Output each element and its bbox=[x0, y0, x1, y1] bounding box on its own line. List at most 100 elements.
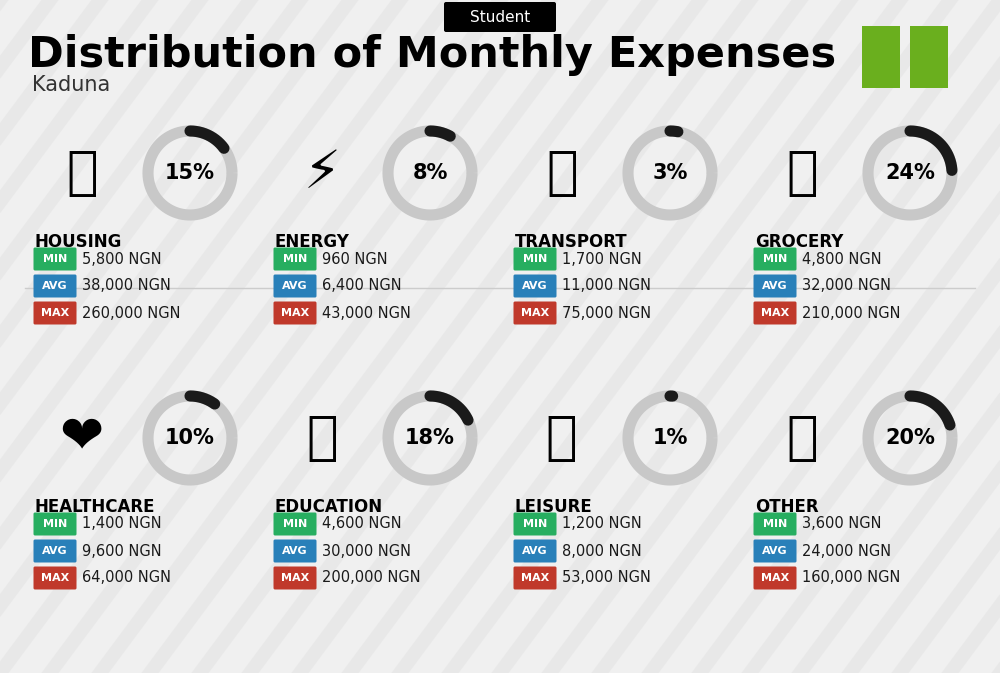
Text: 43,000 NGN: 43,000 NGN bbox=[322, 306, 411, 320]
Text: 24,000 NGN: 24,000 NGN bbox=[802, 544, 891, 559]
FancyBboxPatch shape bbox=[34, 567, 76, 590]
Text: AVG: AVG bbox=[762, 281, 788, 291]
Text: 🛍️: 🛍️ bbox=[546, 412, 578, 464]
Text: ENERGY: ENERGY bbox=[275, 233, 350, 251]
Text: MIN: MIN bbox=[283, 519, 307, 529]
FancyBboxPatch shape bbox=[754, 275, 796, 297]
Text: LEISURE: LEISURE bbox=[515, 498, 593, 516]
Text: ❤️: ❤️ bbox=[60, 412, 104, 464]
FancyBboxPatch shape bbox=[34, 513, 76, 536]
Text: 38,000 NGN: 38,000 NGN bbox=[82, 279, 171, 293]
Text: 20%: 20% bbox=[885, 428, 935, 448]
Text: 3%: 3% bbox=[652, 163, 688, 183]
FancyBboxPatch shape bbox=[754, 302, 796, 324]
Text: 5,800 NGN: 5,800 NGN bbox=[82, 252, 162, 267]
Text: 18%: 18% bbox=[405, 428, 455, 448]
FancyBboxPatch shape bbox=[274, 302, 316, 324]
FancyBboxPatch shape bbox=[514, 540, 556, 563]
Text: 🛒: 🛒 bbox=[786, 147, 818, 199]
Text: Kaduna: Kaduna bbox=[32, 75, 110, 95]
Text: EDUCATION: EDUCATION bbox=[275, 498, 383, 516]
Text: 160,000 NGN: 160,000 NGN bbox=[802, 571, 900, 586]
Text: 4,800 NGN: 4,800 NGN bbox=[802, 252, 882, 267]
FancyBboxPatch shape bbox=[274, 248, 316, 271]
Text: Student: Student bbox=[470, 9, 530, 24]
FancyBboxPatch shape bbox=[754, 248, 796, 271]
Text: 960 NGN: 960 NGN bbox=[322, 252, 388, 267]
FancyBboxPatch shape bbox=[514, 302, 556, 324]
FancyBboxPatch shape bbox=[514, 513, 556, 536]
FancyBboxPatch shape bbox=[754, 513, 796, 536]
Text: 6,400 NGN: 6,400 NGN bbox=[322, 279, 402, 293]
Text: 1,700 NGN: 1,700 NGN bbox=[562, 252, 642, 267]
Text: AVG: AVG bbox=[282, 281, 308, 291]
Text: MAX: MAX bbox=[521, 573, 549, 583]
Text: TRANSPORT: TRANSPORT bbox=[515, 233, 628, 251]
FancyBboxPatch shape bbox=[274, 567, 316, 590]
Text: 1%: 1% bbox=[652, 428, 688, 448]
Text: AVG: AVG bbox=[282, 546, 308, 556]
Text: 75,000 NGN: 75,000 NGN bbox=[562, 306, 651, 320]
Text: MIN: MIN bbox=[763, 254, 787, 264]
Text: MAX: MAX bbox=[521, 308, 549, 318]
Text: MIN: MIN bbox=[283, 254, 307, 264]
Text: 30,000 NGN: 30,000 NGN bbox=[322, 544, 411, 559]
Text: 64,000 NGN: 64,000 NGN bbox=[82, 571, 171, 586]
Text: 53,000 NGN: 53,000 NGN bbox=[562, 571, 651, 586]
FancyBboxPatch shape bbox=[274, 540, 316, 563]
Text: AVG: AVG bbox=[762, 546, 788, 556]
Text: AVG: AVG bbox=[42, 546, 68, 556]
Text: HEALTHCARE: HEALTHCARE bbox=[35, 498, 156, 516]
Text: GROCERY: GROCERY bbox=[755, 233, 843, 251]
Text: MAX: MAX bbox=[41, 573, 69, 583]
FancyBboxPatch shape bbox=[34, 302, 76, 324]
FancyBboxPatch shape bbox=[34, 275, 76, 297]
Text: AVG: AVG bbox=[522, 546, 548, 556]
Text: 3,600 NGN: 3,600 NGN bbox=[802, 516, 882, 532]
Text: MAX: MAX bbox=[761, 308, 789, 318]
FancyBboxPatch shape bbox=[514, 567, 556, 590]
Text: MIN: MIN bbox=[43, 254, 67, 264]
Text: 200,000 NGN: 200,000 NGN bbox=[322, 571, 421, 586]
Text: 🎓: 🎓 bbox=[306, 412, 338, 464]
Text: 👜: 👜 bbox=[786, 412, 818, 464]
Text: MIN: MIN bbox=[523, 254, 547, 264]
Text: HOUSING: HOUSING bbox=[35, 233, 122, 251]
Text: 🚌: 🚌 bbox=[546, 147, 578, 199]
Text: MIN: MIN bbox=[43, 519, 67, 529]
Text: 🏢: 🏢 bbox=[66, 147, 98, 199]
Text: 24%: 24% bbox=[885, 163, 935, 183]
FancyBboxPatch shape bbox=[754, 567, 796, 590]
Text: 11,000 NGN: 11,000 NGN bbox=[562, 279, 651, 293]
FancyBboxPatch shape bbox=[34, 540, 76, 563]
FancyBboxPatch shape bbox=[514, 248, 556, 271]
Text: MIN: MIN bbox=[763, 519, 787, 529]
Text: AVG: AVG bbox=[522, 281, 548, 291]
FancyBboxPatch shape bbox=[862, 26, 900, 88]
Text: MAX: MAX bbox=[761, 573, 789, 583]
FancyBboxPatch shape bbox=[34, 248, 76, 271]
Text: ⚡: ⚡ bbox=[304, 147, 340, 199]
FancyBboxPatch shape bbox=[444, 2, 556, 32]
Text: MAX: MAX bbox=[281, 573, 309, 583]
Text: 210,000 NGN: 210,000 NGN bbox=[802, 306, 900, 320]
Text: 10%: 10% bbox=[165, 428, 215, 448]
Text: 9,600 NGN: 9,600 NGN bbox=[82, 544, 162, 559]
Text: AVG: AVG bbox=[42, 281, 68, 291]
FancyBboxPatch shape bbox=[274, 513, 316, 536]
FancyBboxPatch shape bbox=[514, 275, 556, 297]
Text: 32,000 NGN: 32,000 NGN bbox=[802, 279, 891, 293]
FancyBboxPatch shape bbox=[910, 26, 948, 88]
Text: 8,000 NGN: 8,000 NGN bbox=[562, 544, 642, 559]
Text: OTHER: OTHER bbox=[755, 498, 819, 516]
Text: 1,400 NGN: 1,400 NGN bbox=[82, 516, 162, 532]
FancyBboxPatch shape bbox=[274, 275, 316, 297]
FancyBboxPatch shape bbox=[754, 540, 796, 563]
Text: Distribution of Monthly Expenses: Distribution of Monthly Expenses bbox=[28, 34, 836, 76]
Text: 1,200 NGN: 1,200 NGN bbox=[562, 516, 642, 532]
Text: 8%: 8% bbox=[412, 163, 448, 183]
Text: 260,000 NGN: 260,000 NGN bbox=[82, 306, 180, 320]
Text: MAX: MAX bbox=[281, 308, 309, 318]
Text: MAX: MAX bbox=[41, 308, 69, 318]
Text: MIN: MIN bbox=[523, 519, 547, 529]
